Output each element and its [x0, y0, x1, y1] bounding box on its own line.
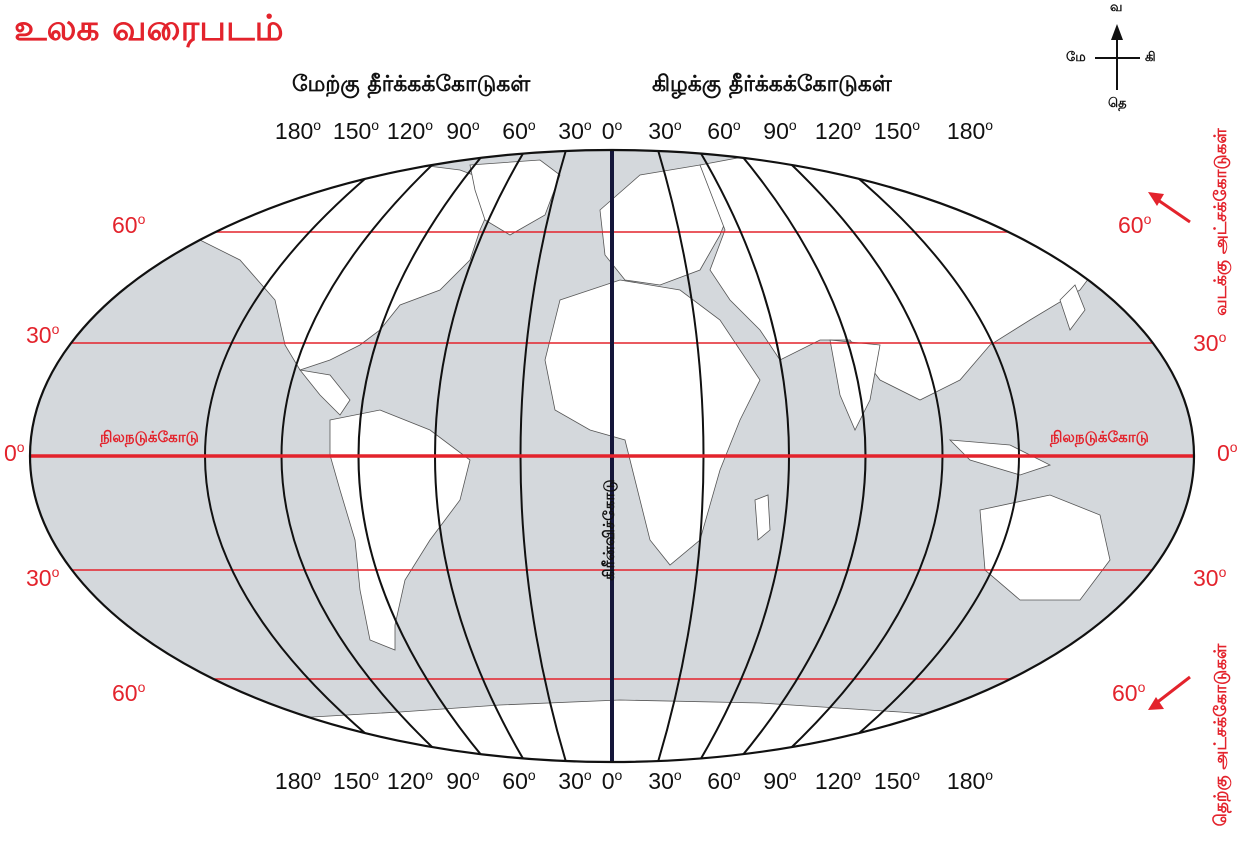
top-lon-label-1: 150o — [332, 117, 380, 144]
bottom-lon-label-3: 90o — [446, 767, 480, 794]
left-lat-label-3: 30o — [26, 564, 60, 591]
left-lat-label-1: 30o — [26, 321, 60, 348]
top-lon-label-4: 60o — [502, 117, 536, 144]
bottom-lon-label-12: 180o — [946, 767, 994, 794]
north-latitudes-label: வடக்கு அட்சக்கோடுகள் — [1211, 128, 1231, 316]
greenland — [469, 159, 561, 236]
top-lon-label-0: 180o — [274, 117, 322, 144]
top-lon-label-12: 180o — [946, 117, 994, 144]
top-lon-label-6: 0o — [601, 117, 623, 144]
top-lon-label-11: 150o — [873, 117, 921, 144]
left-lat-label-0: 60o — [112, 211, 146, 238]
compass-west-label: மே — [1066, 50, 1086, 65]
top-lon-label-3: 90o — [446, 117, 480, 144]
compass-south-label: தெ — [1108, 96, 1127, 111]
globe-outline — [28, 148, 1196, 764]
bottom-lon-label-9: 90o — [763, 767, 797, 794]
right-lat-label-2: 0o — [1217, 439, 1238, 466]
map-title: உலக வரைபடம் — [14, 8, 284, 49]
top-lon-label-10: 120o — [814, 117, 862, 144]
bottom-lon-label-8: 60o — [707, 767, 741, 794]
west-longitudes-label: மேற்கு தீர்க்கக்கோடுகள் — [292, 72, 531, 97]
bottom-lon-label-7: 30o — [648, 767, 682, 794]
graticule — [30, 150, 1194, 762]
australia — [979, 494, 1111, 601]
side-arrows — [1148, 192, 1191, 710]
bottom-lon-label-6: 0o — [601, 767, 623, 794]
bottom-lon-label-5: 30o — [558, 767, 592, 794]
right-lat-label-4: 60o — [1112, 679, 1146, 706]
africa — [544, 279, 761, 566]
bottom-lon-label-1: 150o — [332, 767, 380, 794]
madagascar — [754, 494, 771, 541]
equator-label-left: நிலநடுக்கோடு — [100, 428, 199, 446]
right-lat-label-0: 60o — [1118, 211, 1152, 238]
bottom-lon-label-4: 60o — [502, 767, 536, 794]
compass-north-label: வ — [1110, 0, 1123, 15]
right-lat-label-3: 30o — [1193, 564, 1227, 591]
south-latitudes-label: தெற்கு அட்சக்கோடுகள் — [1211, 643, 1231, 827]
compass-east-label: கி — [1145, 50, 1156, 65]
top-lon-label-9: 90o — [763, 117, 797, 144]
europe — [599, 164, 741, 286]
bottom-lon-label-0: 180o — [274, 767, 322, 794]
right-lat-label-1: 30o — [1193, 329, 1227, 356]
top-lon-label-7: 30o — [648, 117, 682, 144]
central-america — [299, 369, 351, 416]
new-zealand — [1154, 594, 1171, 633]
prime-meridian-label: கிரீன்விச்கோடு — [600, 479, 618, 581]
left-lat-label-2: 0o — [4, 439, 25, 466]
japan — [1059, 284, 1086, 331]
top-lon-label-2: 120o — [386, 117, 434, 144]
top-lon-label-8: 60o — [707, 117, 741, 144]
bottom-lon-label-10: 120o — [814, 767, 862, 794]
east-longitudes-label: கிழக்கு தீர்க்கக்கோடுகள் — [652, 72, 892, 97]
top-lon-label-5: 30o — [558, 117, 592, 144]
bottom-lon-label-2: 120o — [386, 767, 434, 794]
bottom-lon-label-11: 150o — [873, 767, 921, 794]
left-lat-label-4: 60o — [112, 679, 146, 706]
equator-label-right: நிலநடுக்கோடு — [1050, 428, 1149, 446]
compass-rose — [1095, 24, 1140, 90]
